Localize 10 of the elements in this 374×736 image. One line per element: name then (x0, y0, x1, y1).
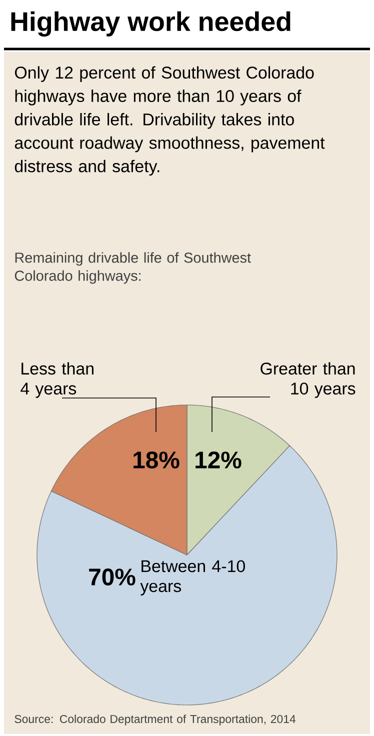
data-label: 70% (89, 568, 136, 586)
slice-label: Less than 4 years (20, 362, 94, 398)
source-note: Source: Colorado Deptartment of Transportation, 2014 (14, 714, 296, 726)
chart-subtitle: Only 12 percent of Southwest Colorado highways have more than 10 years of drivable life left. Drivability takes into account roadway smoothness, pavement distress and safety. (14, 66, 325, 176)
data-label: 12% (196, 452, 242, 468)
slice-label: Between 4-10 years (140, 560, 245, 596)
slice-label: Greater than 10 years (260, 362, 356, 398)
text: Remaining drivable life of Southwest Colorado highways: (14, 252, 251, 284)
chart-title: Highway work needed (11, 11, 290, 37)
data-label: 18% (134, 452, 180, 468)
